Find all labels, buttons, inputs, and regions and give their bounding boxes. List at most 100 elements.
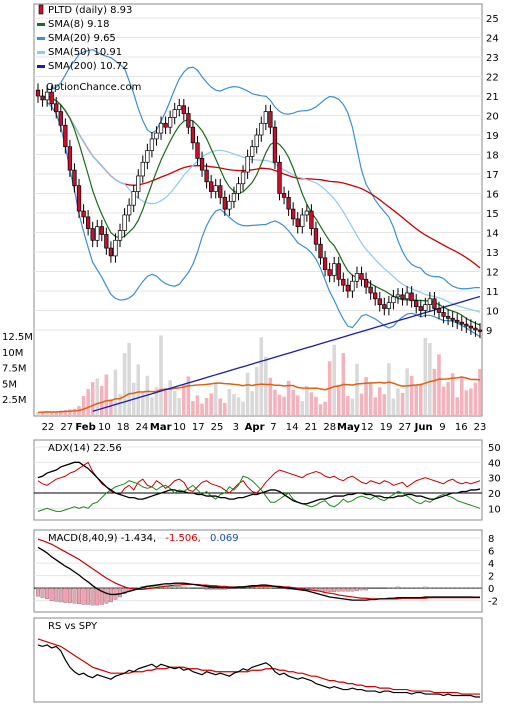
macd-histogram-bar — [40, 588, 45, 598]
volume-bar — [159, 335, 163, 415]
adx-tick-label: 20 — [488, 489, 501, 500]
candle-body — [218, 185, 223, 198]
volume-bar — [81, 396, 86, 415]
date-tick-label: 24 — [136, 422, 149, 433]
candle-body — [49, 91, 54, 105]
candle-body — [63, 124, 68, 148]
candle-body — [117, 230, 123, 241]
candle-body — [177, 105, 182, 110]
volume-bar — [259, 337, 264, 415]
adx-line — [37, 461, 481, 505]
macd-histogram-bar — [437, 587, 441, 589]
candle-body — [136, 175, 141, 192]
candle-body — [377, 298, 382, 305]
candle-body — [158, 122, 164, 134]
candle-body — [309, 210, 314, 229]
candle-body — [99, 226, 104, 235]
macd-histogram-bar — [63, 588, 68, 603]
volume-bar — [40, 411, 45, 415]
volume-bar — [90, 382, 95, 415]
candle-body — [432, 298, 437, 309]
candle-body — [104, 234, 109, 249]
candle-body — [81, 210, 86, 218]
macd-histogram-bar — [168, 586, 173, 589]
volume-bar — [282, 396, 286, 415]
candle-body — [163, 122, 168, 128]
macd-histogram-bar — [459, 587, 464, 589]
candle-body — [455, 319, 460, 323]
macd-histogram-bar — [67, 588, 72, 603]
volume-bar — [418, 383, 423, 415]
candles — [35, 83, 483, 339]
candle-body — [327, 269, 332, 276]
candle-body — [95, 226, 100, 241]
candle-body — [122, 214, 127, 231]
candle-body — [336, 263, 341, 280]
volume-bar — [469, 388, 473, 415]
candle-body — [199, 158, 205, 171]
adx-lines — [37, 461, 481, 512]
candle-body — [359, 273, 364, 280]
volume-bar — [95, 378, 100, 415]
candle-body — [113, 239, 118, 257]
date-tick-label: 27 — [60, 422, 73, 433]
macd-histogram-bar — [86, 588, 91, 605]
legend-label: SMA(8) 9.18 — [48, 19, 109, 30]
volume-bar — [273, 389, 277, 415]
macd-histogram-bar — [259, 586, 264, 589]
macd-histogram-bar — [36, 588, 40, 597]
candle-body — [414, 300, 419, 307]
macd-label-hist: 0.069 — [210, 533, 239, 544]
di-minus-line — [37, 461, 481, 496]
volume-bar — [368, 382, 373, 415]
macd-histogram-bar — [254, 587, 259, 589]
volume-bar — [309, 392, 314, 415]
volume-bar — [141, 392, 145, 415]
volume-bar — [446, 382, 450, 415]
macd-histogram-bar — [72, 588, 77, 604]
volume-bar — [382, 394, 387, 415]
candle-body — [259, 122, 264, 136]
candle-body — [445, 316, 451, 319]
legend-label: SMA(20) 9.65 — [48, 33, 116, 44]
volume-bar — [432, 368, 437, 415]
date-tick-label: 19 — [380, 422, 393, 433]
volume-bar — [291, 389, 295, 415]
macd-histogram-bar — [350, 588, 355, 592]
candle-body — [277, 161, 282, 194]
candle-body — [404, 292, 410, 300]
macd-histogram-bar — [464, 587, 469, 589]
volume-bar — [200, 403, 204, 415]
candle-body — [281, 193, 287, 198]
volume-bar — [163, 387, 168, 415]
macd-histogram-bar — [177, 586, 182, 589]
volume-bar — [99, 385, 104, 415]
candle-body — [450, 317, 455, 321]
volume-bar — [63, 409, 68, 415]
macd-histogram-bar — [368, 588, 373, 589]
adx-panel — [33, 439, 483, 521]
candle-body — [459, 321, 464, 325]
price-tick-label: 17 — [486, 170, 499, 181]
date-tick-label: 14 — [286, 422, 299, 433]
date-tick-label: 9 — [439, 422, 445, 433]
date-tick-label: 18 — [117, 422, 130, 433]
macd-histogram-bar — [405, 587, 410, 589]
rs-lines — [37, 638, 480, 698]
macd-axis: 8 64 20 -2 — [488, 534, 498, 608]
legend-label: PLTD (daily) 8.93 — [48, 5, 132, 16]
volume-bar — [195, 395, 200, 415]
volume-bar — [464, 390, 469, 415]
date-tick-label: 27 — [399, 422, 412, 433]
rs-line — [37, 644, 480, 698]
macd-histogram-bar — [382, 588, 387, 589]
rs-average-line — [37, 638, 480, 695]
volume-bar — [305, 385, 309, 415]
legend-label: SMA(200) 10.72 — [48, 61, 129, 72]
price-tick-label: 23 — [486, 53, 499, 64]
line-swatch-icon — [37, 37, 45, 40]
date-tick-label: 23 — [474, 422, 487, 433]
volume-average-line — [37, 376, 481, 414]
candle-body — [441, 312, 446, 317]
volume-bar — [127, 342, 131, 415]
